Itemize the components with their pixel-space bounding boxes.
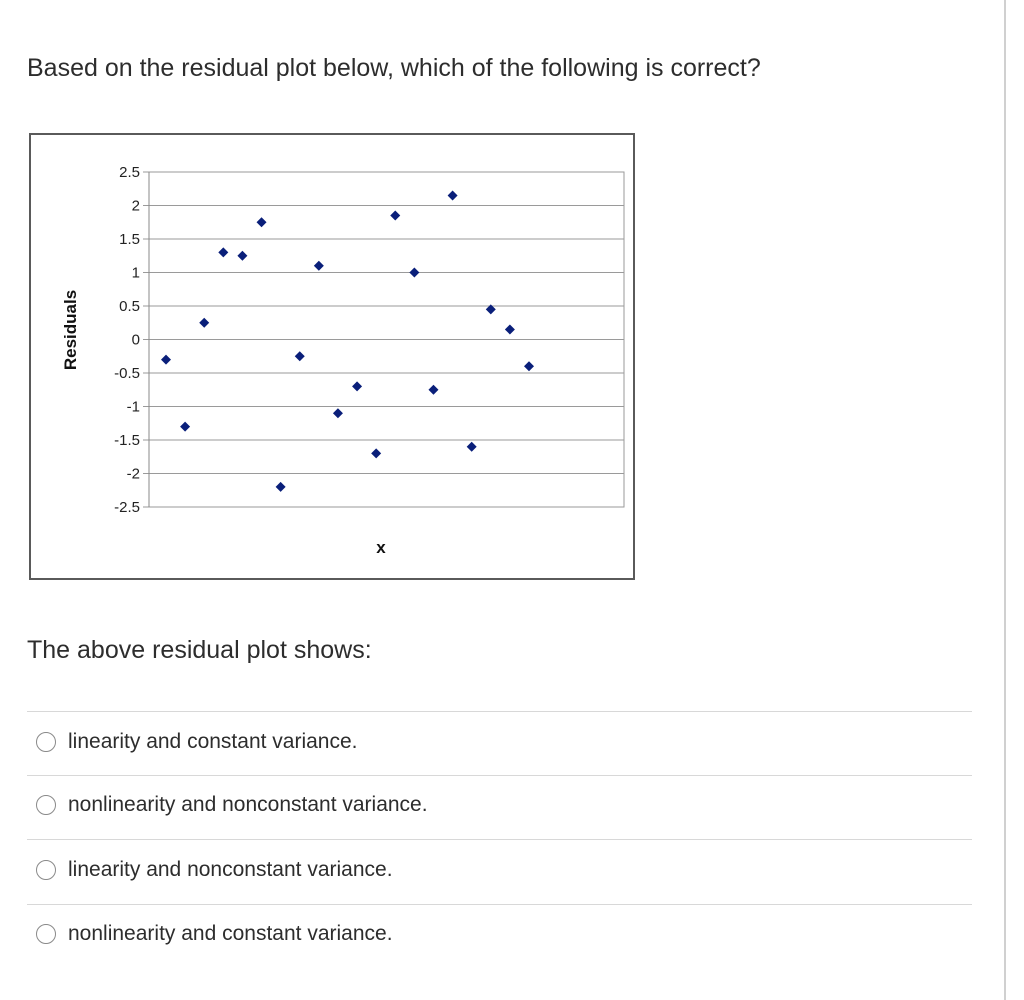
y-tick-label: 2.5 [119, 164, 140, 181]
data-point [485, 304, 496, 315]
option-1[interactable]: linearity and constant variance. [27, 717, 972, 767]
grid-layer [143, 171, 625, 508]
radio-button-1[interactable] [36, 732, 56, 752]
option-2[interactable]: nonlinearity and nonconstant variance. [27, 780, 972, 830]
y-tick-label: 0 [132, 332, 140, 349]
y-tick-label: -2.5 [114, 499, 140, 516]
data-point [409, 267, 420, 278]
option-3[interactable]: linearity and nonconstant variance. [27, 845, 972, 895]
data-points [161, 190, 534, 492]
data-point [371, 448, 382, 459]
data-point [428, 384, 439, 395]
divider [27, 775, 972, 776]
option-4-label: nonlinearity and constant variance. [68, 922, 393, 945]
y-axis-label: Residuals [61, 290, 80, 370]
data-point [466, 441, 477, 452]
x-axis-label: x [376, 538, 386, 557]
data-point [332, 408, 343, 419]
y-tick-label: 2 [132, 198, 140, 215]
divider [27, 711, 972, 712]
radio-button-2[interactable] [36, 795, 56, 815]
divider [27, 839, 972, 840]
y-tick-label: -1 [127, 399, 140, 416]
y-tick-label: 1.5 [119, 231, 140, 248]
y-tick-label: -0.5 [114, 365, 140, 382]
radio-button-3[interactable] [36, 860, 56, 880]
option-2-label: nonlinearity and nonconstant variance. [68, 793, 428, 816]
data-point [256, 217, 267, 228]
option-1-label: linearity and constant variance. [68, 730, 358, 753]
right-border [1004, 0, 1006, 1000]
data-point [504, 324, 515, 335]
data-point [180, 421, 191, 432]
prompt-text: The above residual plot shows: [27, 636, 372, 664]
y-tick-label: 0.5 [119, 298, 140, 315]
data-point [313, 260, 324, 271]
y-tick-label: -1.5 [114, 432, 140, 449]
data-point [275, 481, 286, 492]
residual-plot: 2.5 2 1.5 1 0.5 0 -0.5 -1 -1.5 -2 -2.5 x Residuals [29, 133, 635, 580]
residual-plot-svg: 2.5 2 1.5 1 0.5 0 -0.5 -1 -1.5 -2 -2.5 x Residuals [61, 164, 625, 557]
data-point [161, 354, 171, 365]
y-tick-label: -2 [127, 466, 140, 483]
y-tick-label: 1 [132, 265, 140, 282]
data-point [524, 361, 534, 372]
option-3-label: linearity and nonconstant variance. [68, 858, 393, 881]
data-point [218, 247, 229, 258]
data-point [199, 317, 210, 328]
divider [27, 904, 972, 905]
data-point [447, 190, 458, 201]
option-4[interactable]: nonlinearity and constant variance. [27, 909, 972, 959]
data-point [390, 210, 401, 221]
data-point [294, 351, 305, 362]
data-point [237, 250, 248, 261]
y-tick-labels: 2.5 2 1.5 1 0.5 0 -0.5 -1 -1.5 -2 -2.5 [114, 164, 140, 516]
radio-button-4[interactable] [36, 924, 56, 944]
data-point [352, 381, 363, 392]
question-text: Based on the residual plot below, which … [27, 54, 761, 82]
